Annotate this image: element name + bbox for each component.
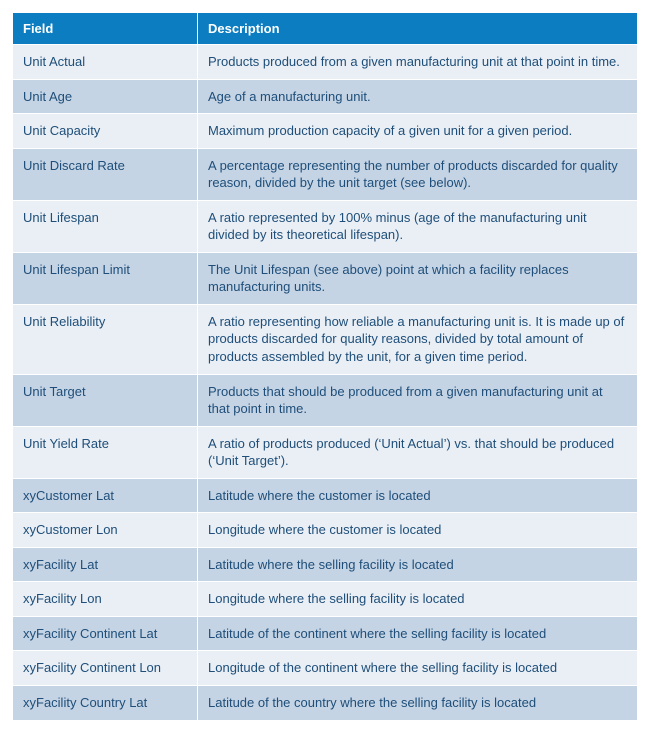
cell-field: Unit Lifespan Limit [13,252,198,304]
cell-description: Longitude where the selling facility is … [198,582,638,617]
cell-description: The Unit Lifespan (see above) point at w… [198,252,638,304]
cell-description: Longitude where the customer is located [198,513,638,548]
cell-field: xyCustomer Lon [13,513,198,548]
cell-description: Maximum production capacity of a given u… [198,114,638,149]
cell-field: Unit Reliability [13,304,198,374]
cell-field: Unit Actual [13,45,198,80]
cell-description: Products produced from a given manufactu… [198,45,638,80]
table-row: xyFacility Lat Latitude where the sellin… [13,547,638,582]
table-row: xyFacility Country Lat Latitude of the c… [13,686,638,721]
table-row: Unit Target Products that should be prod… [13,374,638,426]
table-row: xyCustomer Lon Longitude where the custo… [13,513,638,548]
cell-description: A percentage representing the number of … [198,148,638,200]
cell-field: xyFacility Lat [13,547,198,582]
cell-description: Longitude of the continent where the sel… [198,651,638,686]
cell-field: xyFacility Lon [13,582,198,617]
cell-field: Unit Lifespan [13,200,198,252]
table-row: Unit Reliability A ratio representing ho… [13,304,638,374]
cell-field: xyFacility Continent Lon [13,651,198,686]
cell-field: xyFacility Country Lat [13,686,198,721]
cell-field: Unit Yield Rate [13,426,198,478]
cell-description: Age of a manufacturing unit. [198,79,638,114]
table-row: xyFacility Continent Lat Latitude of the… [13,616,638,651]
table-row: xyFacility Continent Lon Longitude of th… [13,651,638,686]
cell-field: Unit Target [13,374,198,426]
cell-description: Latitude where the selling facility is l… [198,547,638,582]
cell-field: xyFacility Continent Lat [13,616,198,651]
cell-description: A ratio of products produced (‘Unit Actu… [198,426,638,478]
table-row: xyFacility Lon Longitude where the selli… [13,582,638,617]
table-header-row: Field Description [13,13,638,45]
cell-description: Latitude where the customer is located [198,478,638,513]
table-row: Unit Discard Rate A percentage represent… [13,148,638,200]
cell-field: Unit Discard Rate [13,148,198,200]
cell-description: Latitude of the continent where the sell… [198,616,638,651]
table-row: xyCustomer Lat Latitude where the custom… [13,478,638,513]
field-description-table: Field Description Unit Actual Products p… [12,12,638,721]
col-header-description: Description [198,13,638,45]
cell-field: xyCustomer Lat [13,478,198,513]
table-row: Unit Capacity Maximum production capacit… [13,114,638,149]
cell-description: Latitude of the country where the sellin… [198,686,638,721]
table-row: Unit Yield Rate A ratio of products prod… [13,426,638,478]
table-row: Unit Age Age of a manufacturing unit. [13,79,638,114]
cell-description: A ratio representing how reliable a manu… [198,304,638,374]
col-header-field: Field [13,13,198,45]
table-row: Unit Actual Products produced from a giv… [13,45,638,80]
table-body: Unit Actual Products produced from a giv… [13,45,638,721]
cell-field: Unit Capacity [13,114,198,149]
table-row: Unit Lifespan Limit The Unit Lifespan (s… [13,252,638,304]
table-row: Unit Lifespan A ratio represented by 100… [13,200,638,252]
cell-description: A ratio represented by 100% minus (age o… [198,200,638,252]
cell-field: Unit Age [13,79,198,114]
cell-description: Products that should be produced from a … [198,374,638,426]
